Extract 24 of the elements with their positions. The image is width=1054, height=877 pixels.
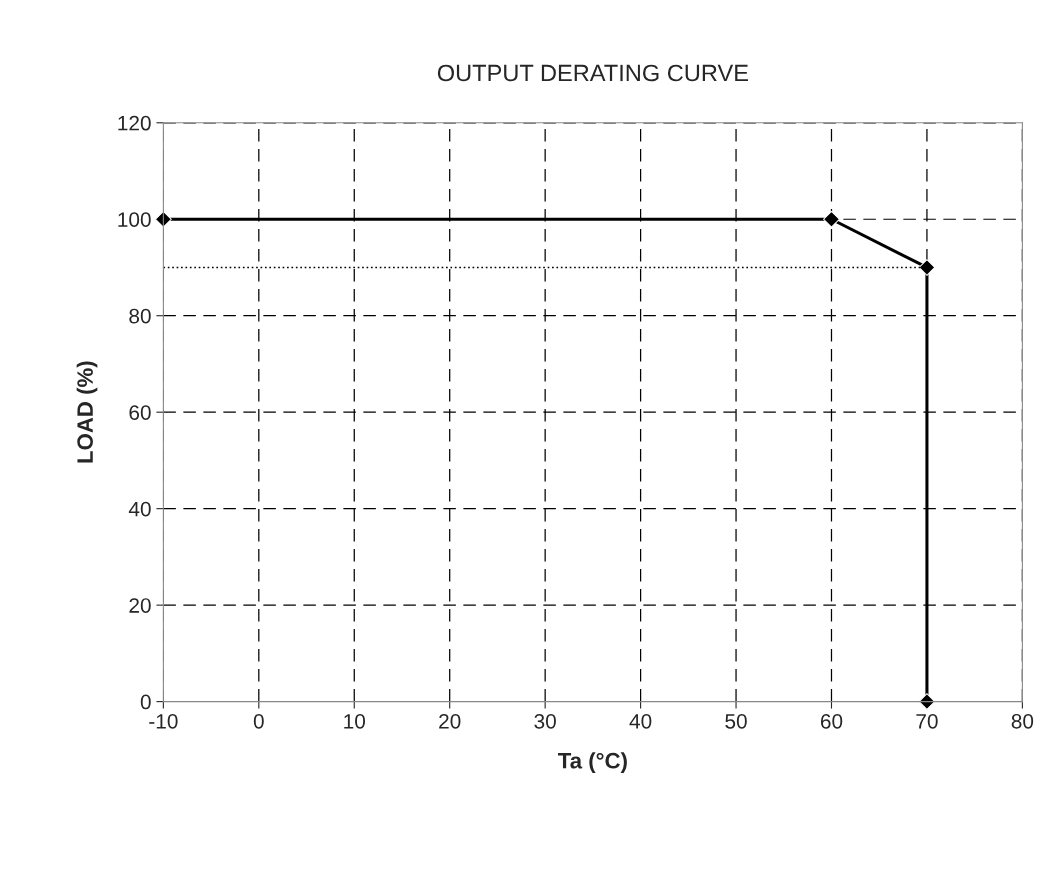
chart-title: OUTPUT DERATING CURVE xyxy=(437,64,748,82)
x-axis-title: Ta (°C) xyxy=(558,752,627,773)
x-tick-label: 10 xyxy=(344,713,366,729)
x-tick-label: 50 xyxy=(725,713,747,729)
x-tick-label: 80 xyxy=(1011,713,1034,729)
y-tick-label: 80 xyxy=(129,308,151,324)
point xyxy=(154,210,172,228)
x-tick-label: 40 xyxy=(629,713,652,729)
x-tick-label: 0 xyxy=(253,713,264,729)
x-tick-label: 20 xyxy=(439,713,461,729)
y-axis-title: LOAD (%) xyxy=(76,361,98,463)
y-tick-label: 40 xyxy=(128,501,151,517)
x-tick-label: 30 xyxy=(534,713,556,729)
y-tick-label: 20 xyxy=(129,598,151,613)
y-tick-label: 0 xyxy=(140,694,151,710)
point xyxy=(918,259,936,276)
y-tick-label: 100 xyxy=(118,212,151,227)
x-tick-label: 70 xyxy=(916,713,938,729)
point xyxy=(918,693,936,710)
x-tick-label: 60 xyxy=(820,713,843,729)
point xyxy=(823,210,840,228)
x-tick-label: -10 xyxy=(149,713,178,729)
y-tick-label: 120 xyxy=(118,115,151,131)
y-tick-label: 60 xyxy=(129,405,151,420)
